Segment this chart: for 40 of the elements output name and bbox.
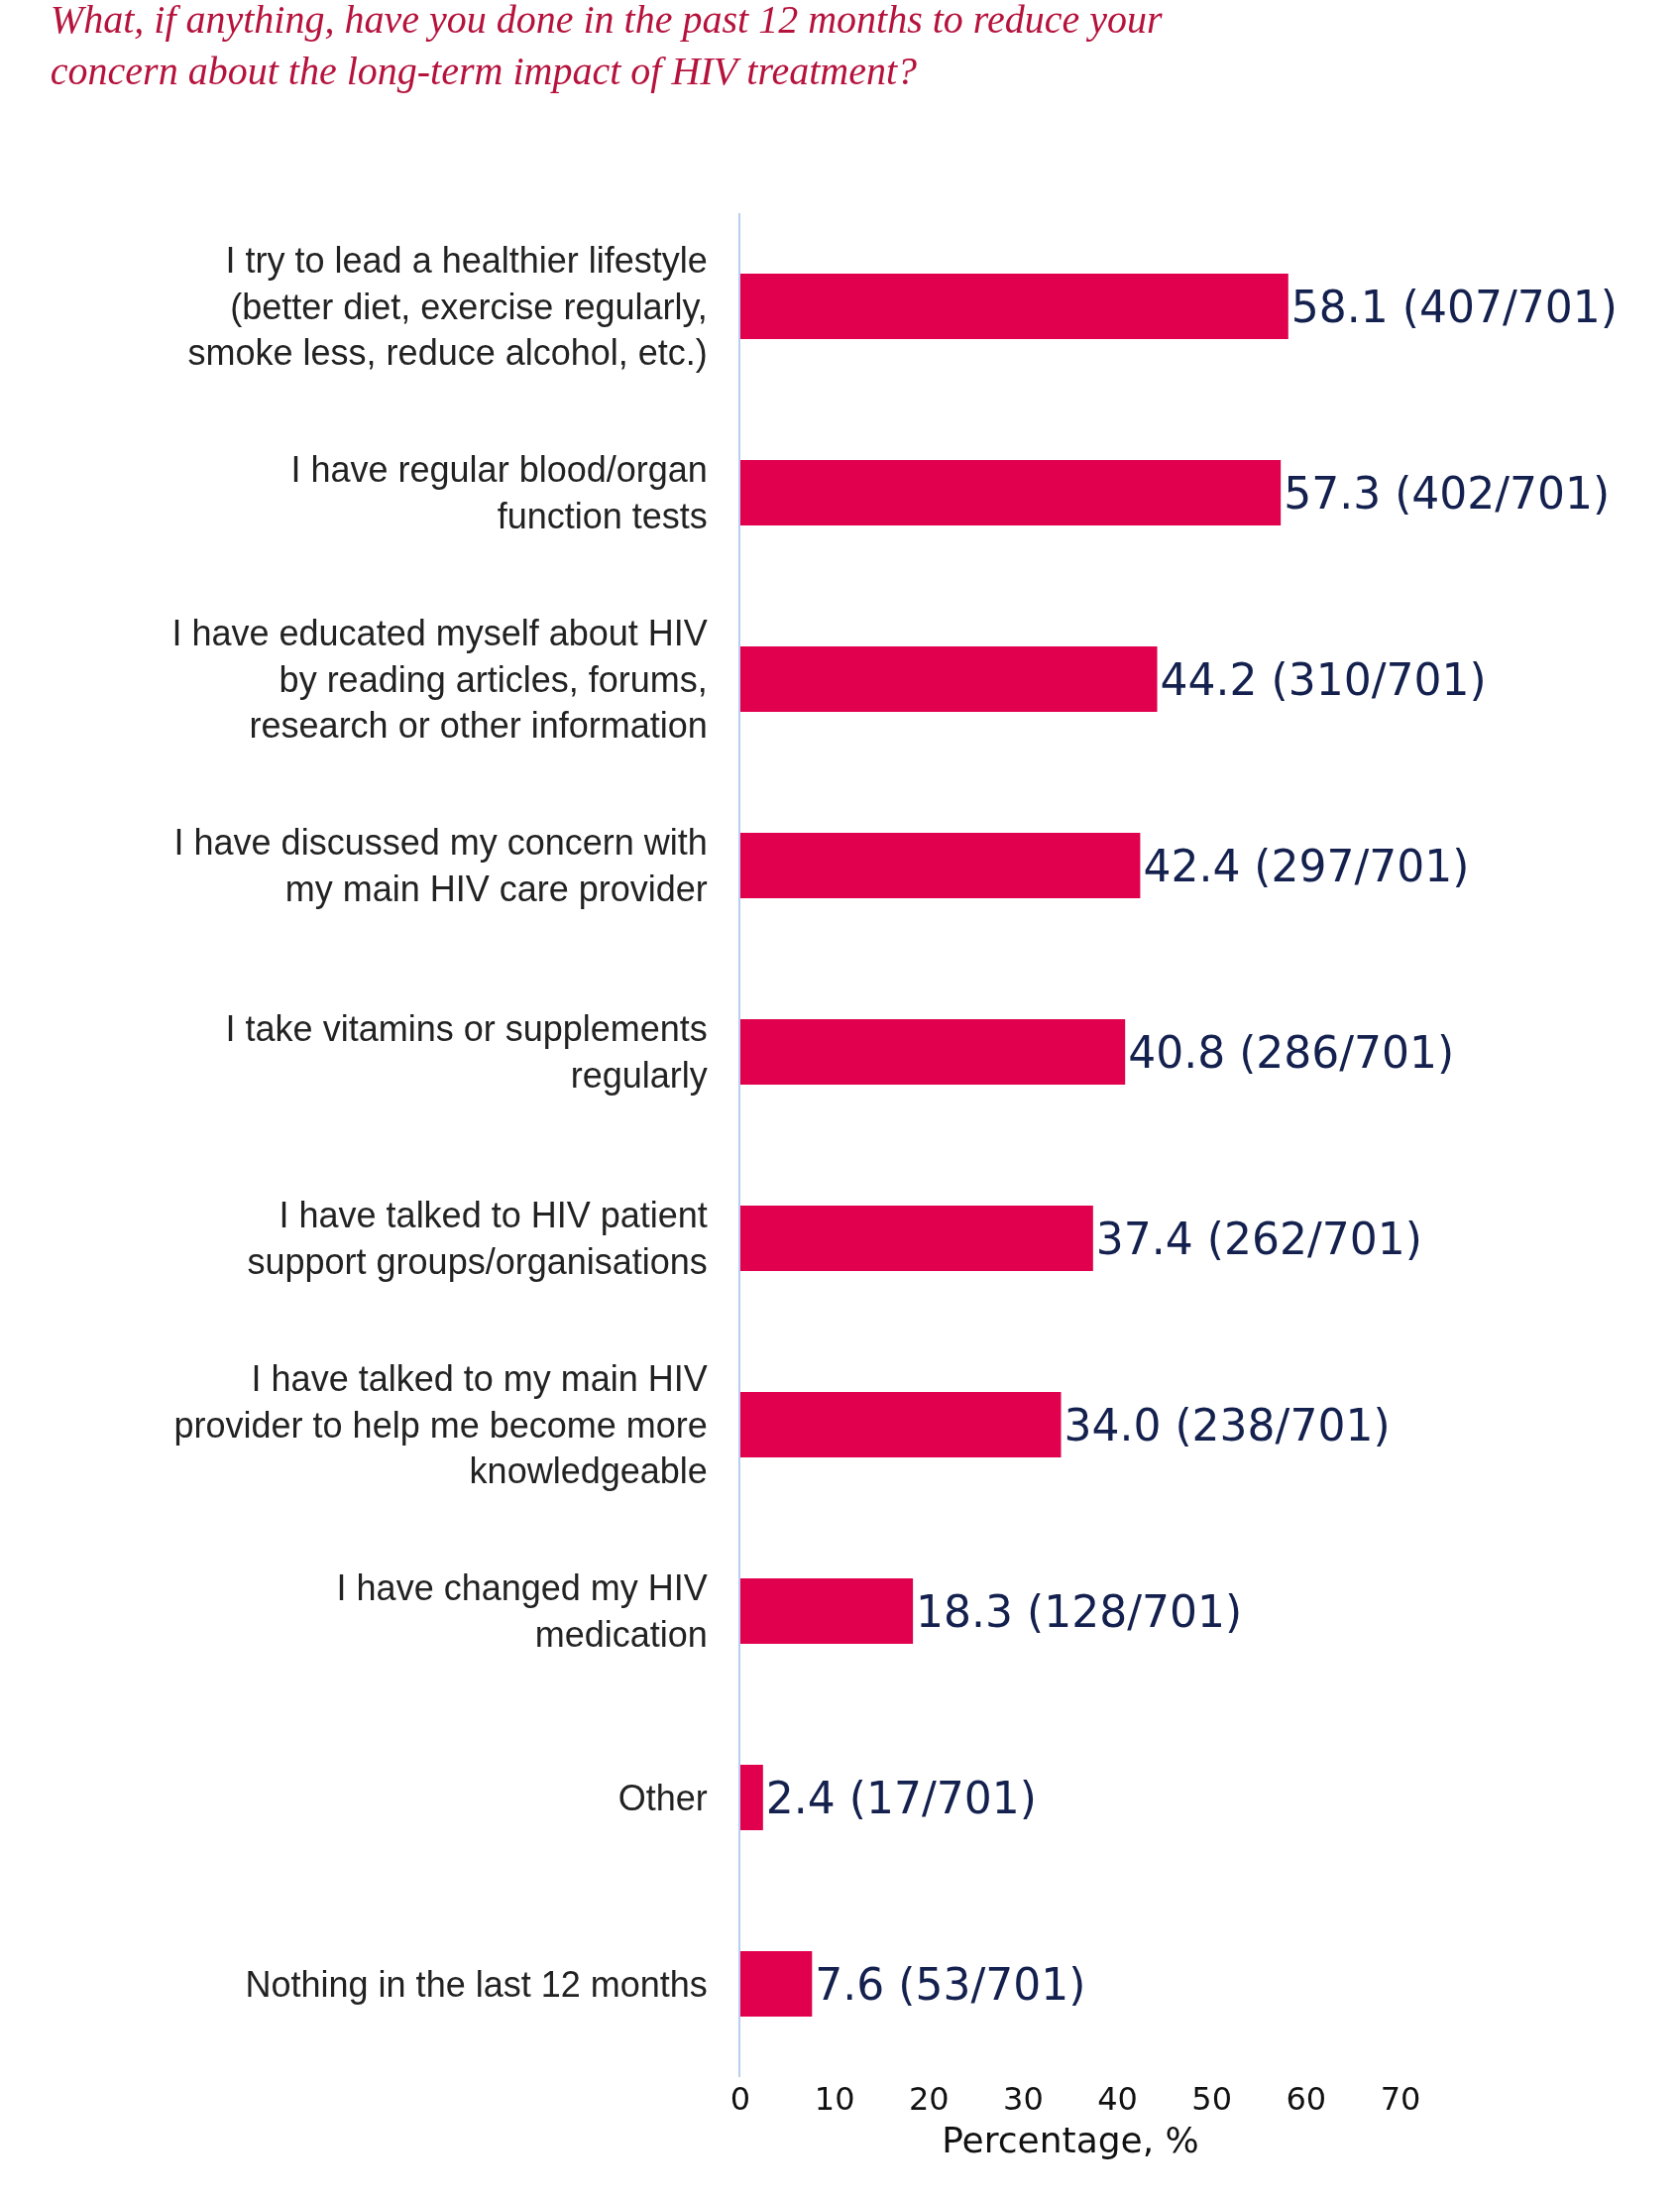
- data-label: 40.8 (286/701): [1128, 1026, 1455, 1078]
- y-tick-label: I have changed my HIV medication: [336, 1567, 708, 1655]
- x-tick-label: 50: [1191, 2080, 1233, 2118]
- bar: [740, 274, 1288, 339]
- data-label: 37.4 (262/701): [1095, 1213, 1422, 1264]
- x-tick-label: 20: [908, 2080, 950, 2118]
- data-label: 2.4 (17/701): [765, 1772, 1037, 1823]
- x-tick-label: 70: [1380, 2080, 1421, 2118]
- bar: [740, 1206, 1093, 1271]
- data-label: 44.2 (310/701): [1160, 653, 1487, 705]
- x-axis-title: Percentage, %: [942, 2119, 1199, 2160]
- y-tick-label: I have regular blood/organ function tests: [290, 449, 708, 536]
- y-tick-label: I try to lead a healthier lifestyle (better diet, exercise regularly, smoke less, reduce alcohol, etc.): [187, 239, 708, 374]
- bar: [740, 1951, 813, 2017]
- bar: [740, 646, 1158, 712]
- y-tick-label: Other: [617, 1777, 708, 1818]
- bar: [740, 460, 1282, 525]
- y-tick-label: I take vitamins or supplements regularly: [225, 1008, 708, 1096]
- data-label: 57.3 (402/701): [1284, 467, 1611, 519]
- y-tick-label: I have discussed my concern with my main HIV care provider: [173, 822, 708, 909]
- x-tick-label: 30: [1003, 2080, 1044, 2118]
- x-tick-label: 60: [1286, 2080, 1327, 2118]
- y-tick-label: I have talked to my main HIV provider to help me become more knowledgeable: [173, 1357, 708, 1492]
- data-label: 34.0 (238/701): [1064, 1399, 1391, 1450]
- chart-title: What, if anything, have you done in the past 12 months to reduce your concern about the long-term impact of HIV treatment?: [50, 0, 1163, 94]
- data-label: 7.6 (53/701): [815, 1958, 1086, 2010]
- data-label: 42.4 (297/701): [1143, 840, 1470, 891]
- bar: [740, 1578, 914, 1644]
- data-label: 18.3 (128/701): [916, 1585, 1243, 1637]
- bar: [740, 1019, 1126, 1085]
- y-tick-label: Nothing in the last 12 months: [245, 1963, 708, 2005]
- bar: [740, 833, 1141, 898]
- x-tick-label: 10: [814, 2080, 855, 2118]
- x-tick-label: 40: [1097, 2080, 1138, 2118]
- y-tick-label: I have talked to HIV patient support groups/organisations: [247, 1195, 708, 1282]
- data-label: 58.1 (407/701): [1290, 281, 1618, 332]
- bar: [740, 1392, 1062, 1457]
- y-tick-label: I have educated myself about HIV by reading articles, forums, research or other information: [171, 612, 708, 747]
- bar: [740, 1765, 763, 1830]
- x-tick-label: 0: [729, 2080, 751, 2118]
